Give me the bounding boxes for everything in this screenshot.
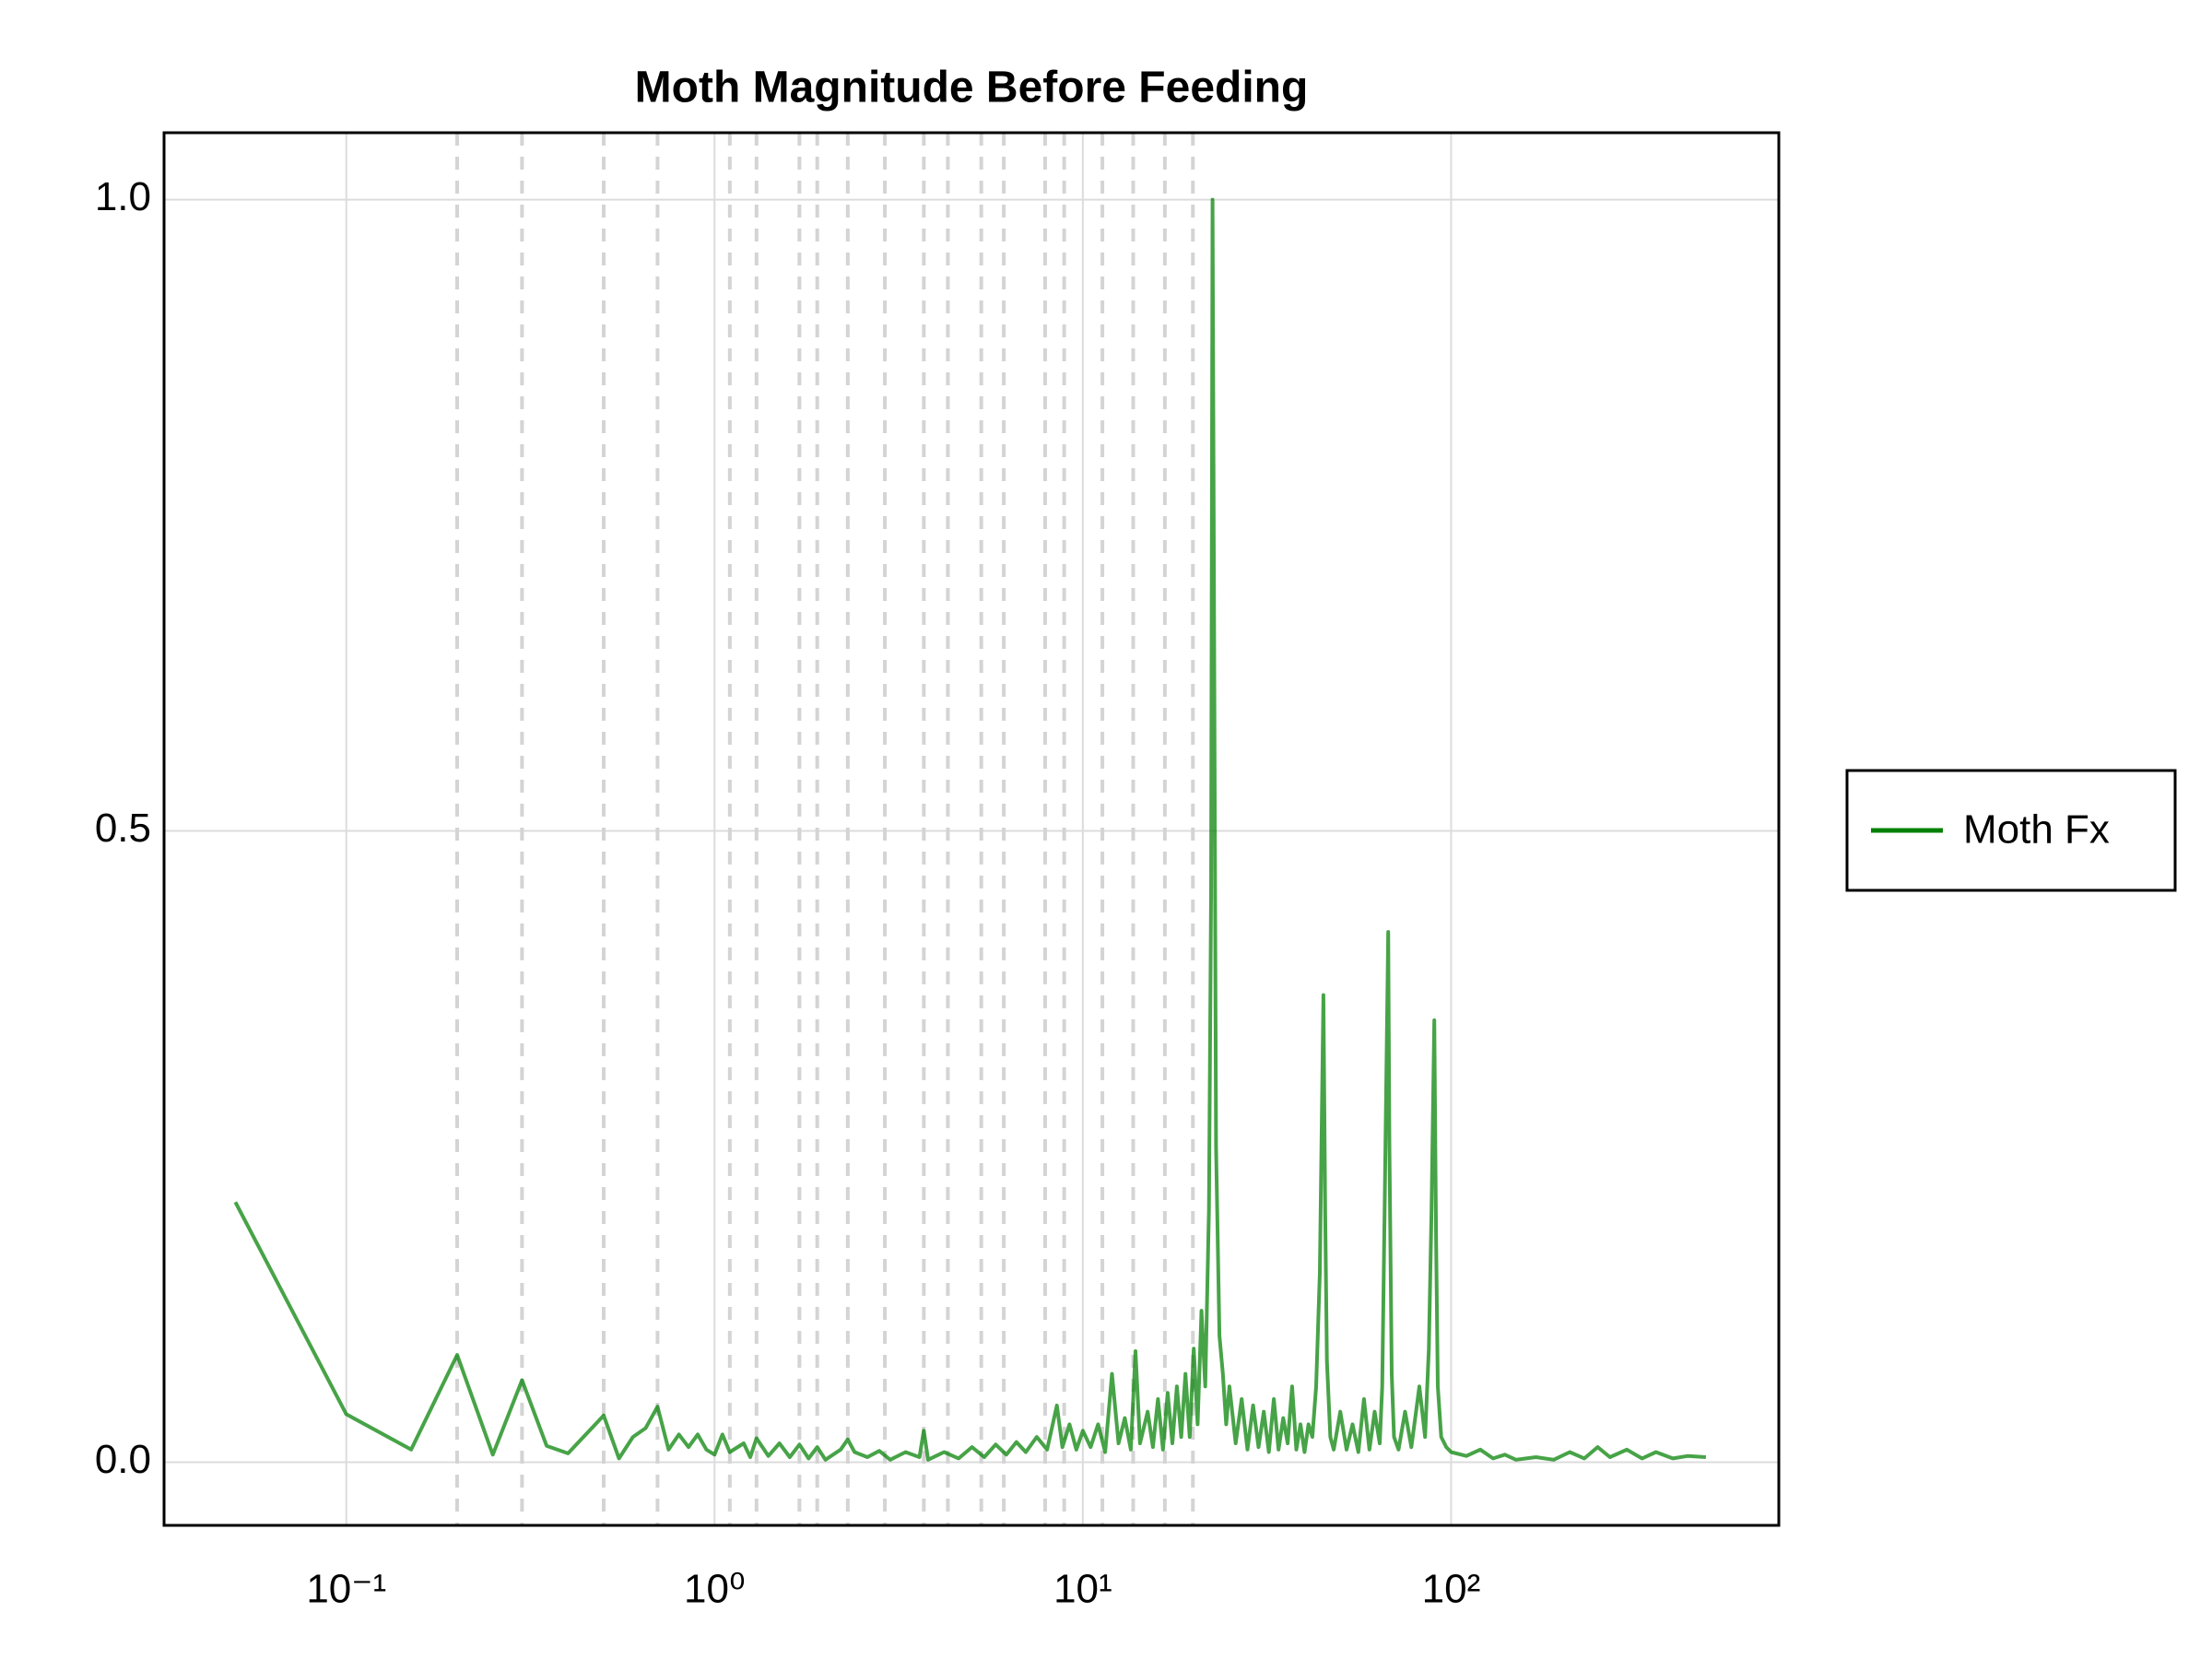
x-tick-label: 10⁰: [684, 1567, 746, 1612]
plot-frame: [162, 131, 1781, 1527]
chart-title: Moth Magnitude Before Feeding: [635, 64, 1309, 112]
y-tick-label: 0.5: [95, 806, 151, 851]
x-tick-label: 10¹: [1053, 1567, 1112, 1612]
y-tick-label: 0.0: [95, 1437, 151, 1482]
data-line: [233, 197, 1707, 1462]
y-tick-label: 1.0: [95, 174, 151, 219]
legend-label: Moth Fx: [1963, 807, 2110, 853]
x-tick-label: 10⁻¹: [306, 1567, 386, 1612]
x-tick-label: 10²: [1422, 1567, 1481, 1612]
